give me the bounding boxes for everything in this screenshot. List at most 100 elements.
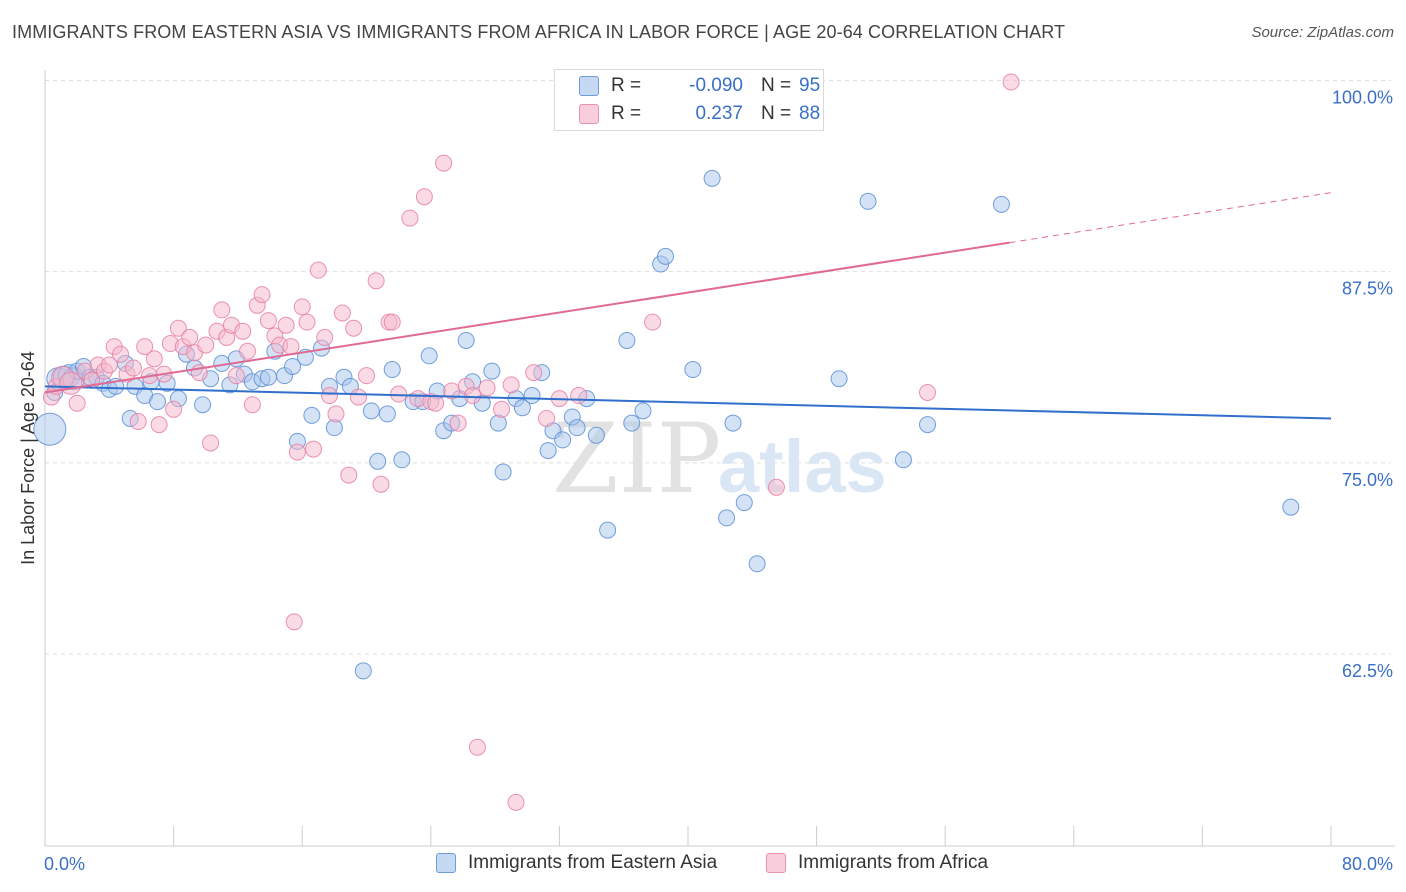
africa-point-49 [316, 328, 334, 346]
eastern-asia-point-66 [539, 442, 557, 460]
eastern-asia-point-73 [599, 521, 617, 539]
stats-n-value: 88 [799, 103, 821, 124]
eastern-asia-point-81 [718, 509, 736, 527]
africa-point-50 [321, 387, 339, 405]
africa-point-21 [165, 400, 183, 418]
africa-point-11 [112, 345, 130, 363]
africa-point-44 [288, 443, 306, 461]
legend-item-africa[interactable]: Immigrants from Africa [766, 852, 988, 874]
legend: Immigrants from Eastern Asia Immigrants … [0, 850, 1406, 878]
trend-line-africa-extension [1009, 192, 1332, 244]
africa-point-73 [478, 379, 496, 397]
africa-point-76 [507, 793, 525, 811]
eastern-asia-point-18 [149, 393, 167, 411]
trend-line-eastern-asia [44, 385, 1332, 420]
africa-point-13 [124, 359, 142, 377]
africa-point-48 [309, 261, 327, 279]
africa-point-4 [68, 394, 86, 412]
eastern-asia-point-64 [523, 387, 541, 405]
y-axis-label: In Labor Force | Age 20-64 [18, 351, 38, 565]
africa-point-80 [570, 387, 588, 405]
eastern-asia-point-48 [393, 451, 411, 469]
eastern-asia-point-70 [568, 419, 586, 437]
africa-point-72 [468, 738, 486, 756]
chart-title: IMMIGRANTS FROM EASTERN ASIA VS IMMIGRAN… [12, 22, 1066, 42]
stats-swatch-blue [579, 76, 599, 96]
eastern-asia-point-89 [992, 195, 1010, 213]
eastern-asia-point-56 [457, 331, 475, 349]
eastern-asia-point-72 [587, 426, 605, 444]
africa-point-17 [145, 350, 163, 368]
eastern-asia-point-34 [284, 357, 302, 375]
africa-point-28 [202, 434, 220, 452]
stats-swatch-pink [579, 104, 599, 124]
africa-point-14 [129, 413, 147, 431]
eastern-asia-point-86 [859, 192, 877, 210]
eastern-asia-point-84 [748, 555, 766, 573]
africa-point-88 [285, 613, 303, 631]
eastern-asia-point-23 [194, 396, 212, 414]
africa-point-66 [427, 394, 445, 412]
grid-lines [45, 80, 1391, 655]
africa-point-38 [253, 286, 271, 304]
stats-r-label: R = [611, 75, 642, 96]
africa-point-35 [239, 342, 257, 360]
stats-n-label: N = [761, 103, 792, 124]
africa-point-58 [372, 475, 390, 493]
africa-point-22 [169, 319, 187, 337]
eastern-asia-point-82 [724, 414, 742, 432]
y-tick-label-0: 62.5% [1342, 661, 1393, 681]
africa-point-18 [150, 416, 168, 434]
africa-point-27 [197, 336, 215, 354]
africa-point-78 [538, 409, 556, 427]
africa-point-53 [340, 466, 358, 484]
africa-point-60 [383, 313, 401, 331]
x-tick-label-1: 80.0% [1342, 854, 1393, 874]
watermark-atlas: atlas [718, 425, 887, 508]
y-tick-label-1: 75.0% [1342, 470, 1393, 490]
legend-swatch-blue [436, 853, 456, 873]
trend-line-africa [44, 241, 1010, 394]
x-tick-labels: 0.0% 80.0% [44, 854, 1393, 874]
africa-point-83 [644, 313, 662, 331]
africa-point-47 [304, 440, 322, 458]
africa-point-45 [293, 298, 311, 316]
eastern-asia-point-83 [735, 494, 753, 512]
stats-legend: R = -0.090 N = 95 R = 0.237 N = 88 [554, 69, 824, 131]
eastern-asia-point-76 [634, 402, 652, 420]
eastern-asia-point-46 [378, 405, 396, 423]
stats-r-value: -0.090 [689, 75, 743, 96]
africa-point-43 [282, 338, 300, 356]
africa-point-24 [181, 328, 199, 346]
africa-point-55 [349, 388, 367, 406]
stats-r-label: R = [611, 103, 642, 124]
africa-point-57 [367, 272, 385, 290]
africa-point-69 [449, 414, 467, 432]
africa-point-34 [234, 322, 252, 340]
axes [44, 70, 1395, 847]
eastern-asia-point-85 [830, 370, 848, 388]
legend-item-eastern-asia[interactable]: Immigrants from Eastern Asia [436, 852, 717, 874]
trend-lines [44, 192, 1332, 420]
eastern-asia-point-80 [703, 169, 721, 187]
africa-point-36 [243, 396, 261, 414]
eastern-asia-point-37 [303, 406, 321, 424]
africa-point-71 [464, 387, 482, 405]
legend-swatch-pink [766, 853, 786, 873]
eastern-asia-point-44 [362, 402, 380, 420]
eastern-asia-point-90 [1282, 498, 1300, 516]
eastern-asia-point-74 [618, 331, 636, 349]
eastern-asia-point-88 [919, 416, 937, 434]
africa-point-67 [435, 154, 453, 172]
watermark: ZIP atlas [552, 403, 887, 515]
eastern-asia-point-59 [483, 362, 501, 380]
legend-label: Immigrants from Africa [798, 852, 989, 873]
africa-point-75 [502, 376, 520, 394]
eastern-asia-point-51 [420, 347, 438, 365]
eastern-asia-point-79 [684, 361, 702, 379]
africa-point-52 [333, 304, 351, 322]
africa-point-9 [100, 356, 118, 374]
africa-point-64 [415, 188, 433, 206]
africa-point-51 [327, 405, 345, 423]
stats-r-value: 0.237 [695, 103, 743, 124]
